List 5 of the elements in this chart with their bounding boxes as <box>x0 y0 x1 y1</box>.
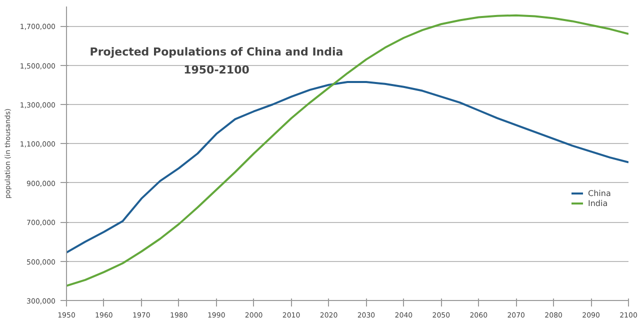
line-series <box>66 14 628 287</box>
legend-label: China <box>588 188 611 198</box>
text: Projected Populations of China and India 1950-2100 <box>90 46 344 77</box>
line-series <box>66 80 628 254</box>
legend-label: India <box>588 198 608 208</box>
